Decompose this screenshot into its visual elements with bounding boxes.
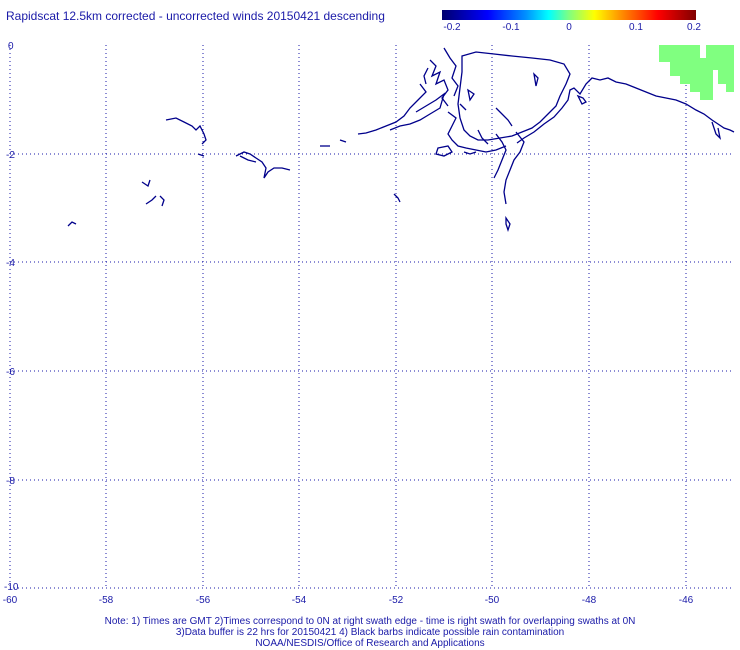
footnote-line: NOAA/NESDIS/Office of Research and Appli… — [255, 638, 485, 649]
gridlines — [10, 45, 734, 588]
colorbar-tick-label: -0.2 — [443, 22, 461, 33]
colorbar-tick-label: 0.1 — [629, 22, 643, 33]
wind-difference-patches — [659, 45, 734, 100]
x-tick-label: -46 — [679, 595, 694, 606]
x-tick-label: -50 — [485, 595, 500, 606]
x-tick-label: -56 — [196, 595, 211, 606]
colorbar-tick-label: 0.2 — [687, 22, 701, 33]
coastline — [67, 47, 735, 233]
footnote-line: Note: 1) Times are GMT 2)Times correspon… — [104, 616, 636, 627]
colorbar — [442, 10, 696, 20]
x-axis-ticks: -60 -58 -56 -54 -52 -50 -48 -46 — [3, 595, 694, 606]
y-tick-label: 0 — [8, 41, 14, 52]
y-tick-label: -8 — [6, 476, 15, 487]
y-tick-label: -4 — [6, 258, 15, 269]
x-tick-label: -52 — [389, 595, 404, 606]
x-tick-label: -54 — [292, 595, 307, 606]
x-tick-label: -48 — [582, 595, 597, 606]
plot-title: Rapidscat 12.5km corrected - uncorrected… — [6, 9, 385, 23]
y-tick-label: -2 — [6, 150, 15, 161]
y-axis-ticks: 0 -2 -4 -6 -8 -10 — [4, 41, 19, 593]
colorbar-tick-label: 0 — [566, 22, 572, 33]
x-tick-label: -58 — [99, 595, 114, 606]
x-tick-label: -60 — [3, 595, 18, 606]
footnotes: Note: 1) Times are GMT 2)Times correspon… — [0, 616, 740, 649]
y-tick-label: -6 — [6, 367, 15, 378]
colorbar-tick-label: -0.1 — [502, 22, 520, 33]
footnote-line: 3)Data buffer is 22 hrs for 20150421 4) … — [175, 627, 565, 638]
y-tick-label: -10 — [4, 582, 19, 593]
